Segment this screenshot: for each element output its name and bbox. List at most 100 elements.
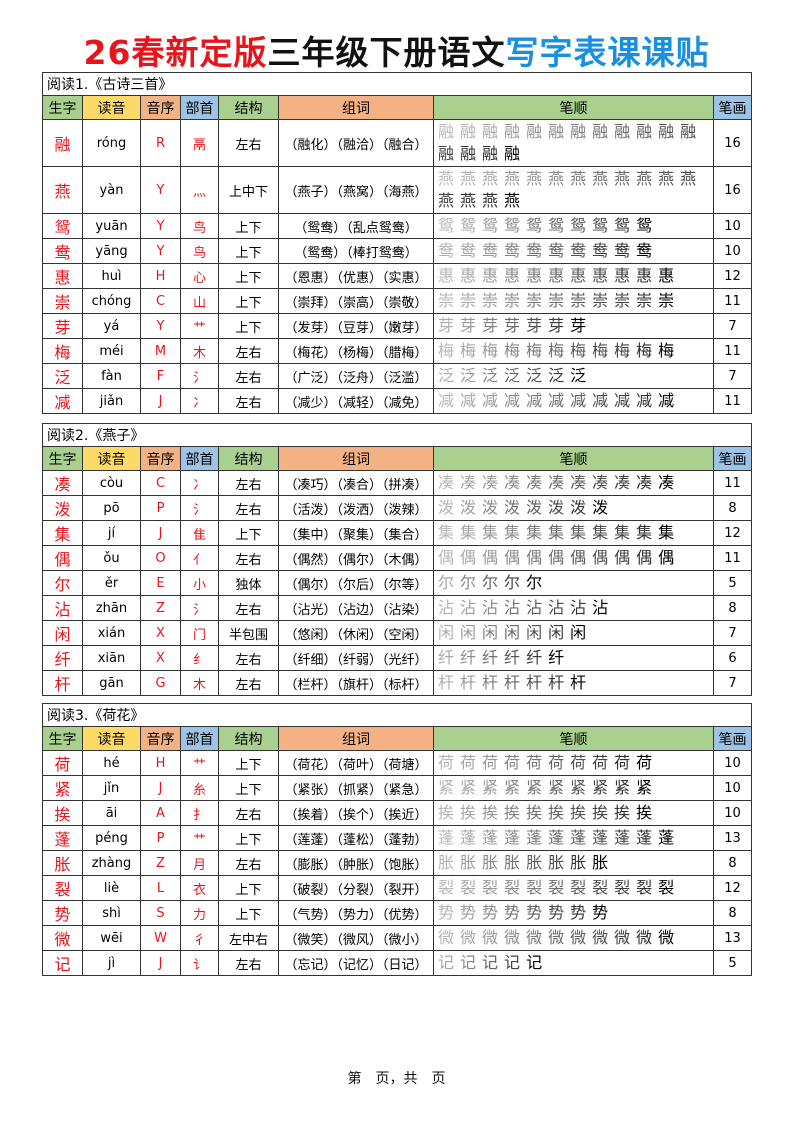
pinyin-initial: C <box>140 288 181 314</box>
pinyin-initial: O <box>140 545 181 571</box>
stroke-step-glyph: 裂 <box>658 878 681 897</box>
header-pinyin: 读音 <box>82 446 141 471</box>
pinyin: méi <box>82 338 141 364</box>
character: 胀 <box>42 850 83 876</box>
stroke-step-glyph: 记 <box>526 953 549 972</box>
stroke-step-glyph: 势 <box>504 903 527 922</box>
stroke-step-glyph: 惠 <box>548 266 571 285</box>
stroke-step-glyph: 集 <box>592 523 615 542</box>
stroke-order: 减减减减减减减减减减减 <box>433 388 714 414</box>
header-stroke-order: 笔顺 <box>433 726 714 751</box>
structure: 上下 <box>218 213 279 239</box>
stroke-step-glyph: 融 <box>438 122 461 141</box>
stroke-step-glyph: 凑 <box>526 473 549 492</box>
stroke-step-glyph: 荷 <box>504 753 527 772</box>
character: 集 <box>42 520 83 546</box>
stroke-step-glyph: 凑 <box>438 473 461 492</box>
stroke-step-glyph: 融 <box>658 122 681 141</box>
structure: 左右 <box>218 495 279 521</box>
stroke-step-glyph: 燕 <box>526 169 549 188</box>
header-structure: 结构 <box>218 446 279 471</box>
stroke-step-glyph: 闲 <box>438 623 461 642</box>
table-row: 胀 zhàng Z 月 左右 （膨胀）（肿胀）（饱胀） 胀胀胀胀胀胀胀胀 8 <box>42 850 753 876</box>
stroke-step-glyph: 尔 <box>526 573 549 592</box>
table-row: 鸳 yuān Y 鸟 上下 （鸳鸯）（乱点鸳鸯） 鸳鸳鸳鸳鸳鸳鸳鸳鸳鸳 10 <box>42 213 753 239</box>
page-title: 26春新定版三年级下册语文写字表课课贴 <box>0 26 793 74</box>
pinyin-initial: A <box>140 800 181 826</box>
table-row: 记 jì J 讠 左右 （忘记）（记忆）（日记） 记记记记记 5 <box>42 950 753 976</box>
character: 纤 <box>42 645 83 671</box>
stroke-order: 裂裂裂裂裂裂裂裂裂裂裂 <box>433 875 714 901</box>
stroke-step-glyph: 记 <box>482 953 505 972</box>
stroke-step-glyph: 崇 <box>548 291 571 310</box>
stroke-count: 11 <box>712 470 753 496</box>
pinyin: róng <box>82 119 141 167</box>
word-groups: （广泛）（泛舟）（泛滥） <box>278 363 434 389</box>
pinyin: gān <box>82 670 141 696</box>
stroke-count: 7 <box>712 363 753 389</box>
stroke-order: 胀胀胀胀胀胀胀胀 <box>433 850 714 876</box>
stroke-step-glyph: 闲 <box>548 623 571 642</box>
stroke-step-glyph: 偶 <box>570 548 593 567</box>
stroke-step-glyph: 燕 <box>460 169 483 188</box>
table-row: 势 shì S 力 上下 （气势）（势力）（优势） 势势势势势势势势 8 <box>42 900 753 926</box>
pinyin-initial: J <box>140 520 181 546</box>
stroke-step-glyph: 燕 <box>482 191 505 210</box>
stroke-step-glyph: 荷 <box>614 753 637 772</box>
stroke-step-glyph: 燕 <box>482 169 505 188</box>
structure: 上下 <box>218 263 279 289</box>
stroke-step-glyph: 胀 <box>526 853 549 872</box>
stroke-step-glyph: 闲 <box>460 623 483 642</box>
stroke-order: 记记记记记 <box>433 950 714 976</box>
stroke-step-glyph: 集 <box>614 523 637 542</box>
pinyin-initial: Y <box>140 313 181 339</box>
stroke-step-glyph: 凑 <box>592 473 615 492</box>
stroke-step-glyph: 偶 <box>438 548 461 567</box>
stroke-count: 7 <box>712 670 753 696</box>
stroke-step-glyph: 梅 <box>570 341 593 360</box>
stroke-step-glyph: 鸳 <box>438 216 461 235</box>
header-character: 生字 <box>42 446 83 471</box>
pinyin: yá <box>82 313 141 339</box>
stroke-step-glyph: 凑 <box>460 473 483 492</box>
stroke-count: 8 <box>712 595 753 621</box>
pinyin: xiān <box>82 645 141 671</box>
table-row: 泛 fàn F 氵 左右 （广泛）（泛舟）（泛滥） 泛泛泛泛泛泛泛 7 <box>42 363 753 389</box>
pinyin-initial: G <box>140 670 181 696</box>
stroke-step-glyph: 势 <box>592 903 615 922</box>
word-groups: （鸳鸯）（乱点鸳鸯） <box>278 213 434 239</box>
stroke-step-glyph: 崇 <box>614 291 637 310</box>
character: 梅 <box>42 338 83 364</box>
stroke-step-glyph: 泛 <box>438 366 461 385</box>
character: 裂 <box>42 875 83 901</box>
structure: 左右 <box>218 800 279 826</box>
pinyin: huì <box>82 263 141 289</box>
stroke-step-glyph: 胀 <box>504 853 527 872</box>
stroke-step-glyph: 燕 <box>548 169 571 188</box>
stroke-step-glyph: 融 <box>504 144 527 163</box>
character: 鸯 <box>42 238 83 264</box>
stroke-order: 偶偶偶偶偶偶偶偶偶偶偶 <box>433 545 714 571</box>
table-row: 裂 liè L 衣 上下 （破裂）（分裂）（裂开） 裂裂裂裂裂裂裂裂裂裂裂 12 <box>42 875 753 901</box>
pinyin-initial: Z <box>140 595 181 621</box>
structure: 左右 <box>218 363 279 389</box>
structure: 左右 <box>218 670 279 696</box>
stroke-step-glyph: 蓬 <box>460 828 483 847</box>
stroke-step-glyph: 集 <box>438 523 461 542</box>
radical: 亻 <box>180 545 219 571</box>
stroke-step-glyph: 惠 <box>482 266 505 285</box>
stroke-step-glyph: 记 <box>460 953 483 972</box>
pinyin-initial: X <box>140 645 181 671</box>
stroke-step-glyph: 崇 <box>482 291 505 310</box>
stroke-count: 10 <box>712 750 753 776</box>
stroke-order: 闲闲闲闲闲闲闲 <box>433 620 714 646</box>
stroke-step-glyph: 挨 <box>460 803 483 822</box>
stroke-step-glyph: 减 <box>548 391 571 410</box>
word-groups: （崇拜）（崇高）（崇敬） <box>278 288 434 314</box>
stroke-step-glyph: 胀 <box>482 853 505 872</box>
stroke-step-glyph: 鸳 <box>548 216 571 235</box>
stroke-step-glyph: 鸳 <box>592 216 615 235</box>
stroke-step-glyph: 微 <box>592 928 615 947</box>
stroke-step-glyph: 杆 <box>504 673 527 692</box>
pinyin: pō <box>82 495 141 521</box>
